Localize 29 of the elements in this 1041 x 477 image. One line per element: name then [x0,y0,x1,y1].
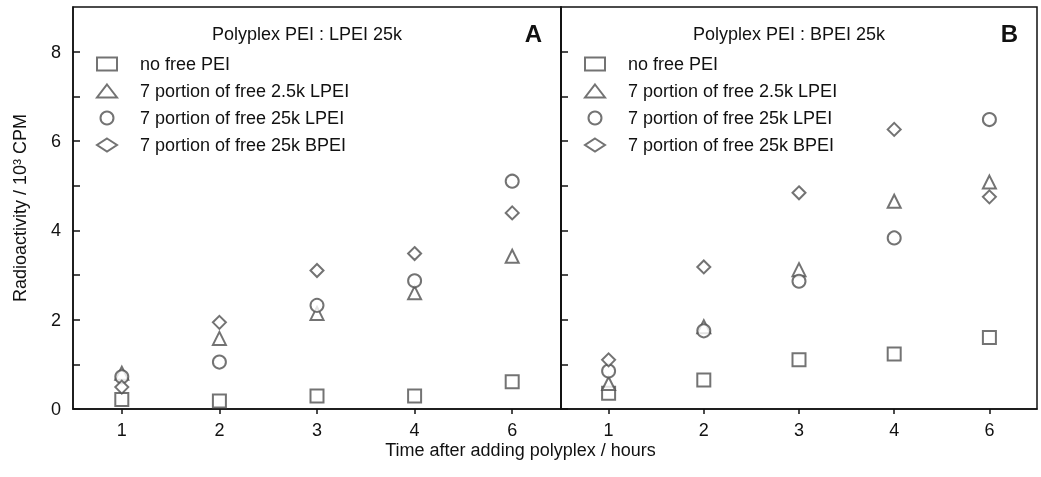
legend-label: 7 portion of free 25k BPEI [628,135,835,155]
x-tick-label: 2 [698,420,709,440]
x-axis-title: Time after adding polyplex / hours [384,440,657,461]
x-tick-label: 6 [507,420,518,440]
legend-label: no free PEI [628,54,719,74]
x-tick-label: 6 [984,420,995,440]
y-tick-label: 8 [50,41,61,62]
x-tick-label: 3 [311,420,323,440]
text: B [1000,19,1019,47]
x-tick-label: 3 [793,420,805,440]
x-tick-label: 2 [214,420,225,440]
y-tick-label: 0 [50,399,61,419]
legend-label: 7 portion of free 2.5k LPEI [628,81,838,101]
legend-label: 7 portion of free 2.5k LPEI [140,81,350,101]
x-tick-label: 4 [889,420,900,440]
y-axis-title: Radioactivity / 10³ CPM [10,113,30,303]
legend-label: no free PEI [140,54,231,74]
legend-label: 7 portion of free 25k LPEI [140,108,345,128]
text: A [524,19,543,47]
y-tick-label: 2 [50,309,61,330]
x-tick-label: 4 [409,420,420,440]
x-tick-label: 1 [116,420,127,440]
legend-label: 7 portion of free 25k BPEI [140,135,347,155]
y-tick-label: 6 [50,131,61,151]
y-tick-label: 4 [50,220,61,241]
legend-title: Polyplex PEI : LPEI 25k [211,24,404,44]
x-tick-label: 1 [603,420,614,440]
legend-title: Polyplex PEI : BPEI 25k [692,24,887,44]
legend-label: 7 portion of free 25k LPEI [628,108,833,128]
